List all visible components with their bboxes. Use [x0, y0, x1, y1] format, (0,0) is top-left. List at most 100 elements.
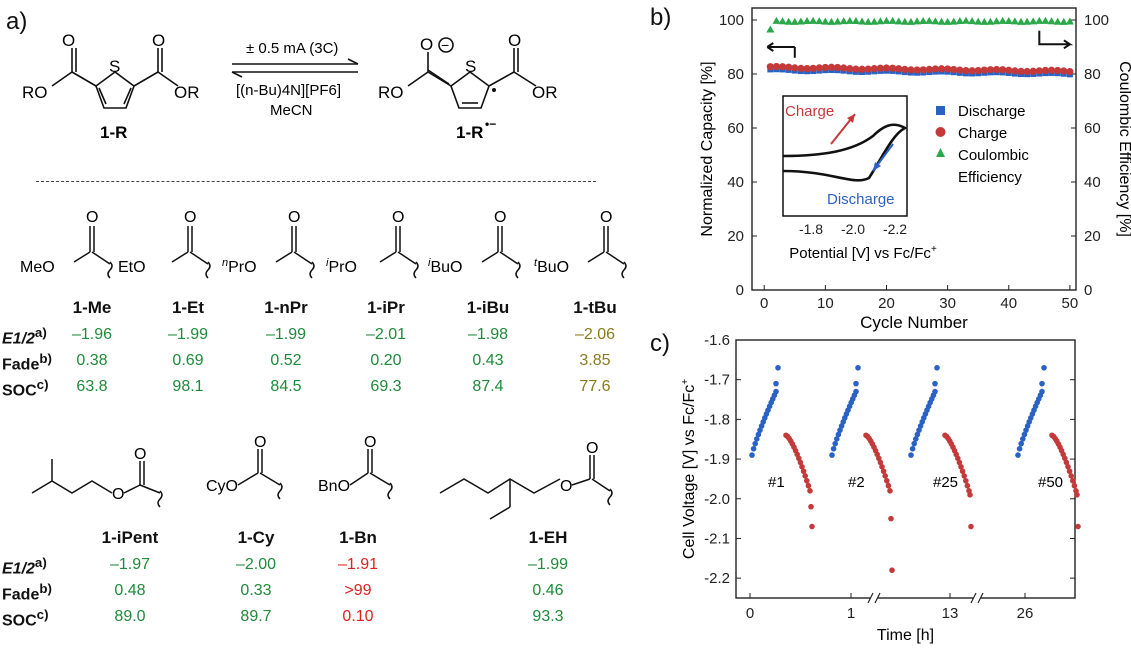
coulombic-point [784, 17, 793, 25]
discharge-voltage-point [799, 463, 805, 470]
charge-point [992, 65, 1001, 74]
charge-voltage-point [1021, 431, 1028, 438]
arrow-top-text: ± 0.5 mA (3C) [246, 40, 338, 57]
coulombic-point [827, 17, 836, 25]
charge-voltage-point [834, 436, 840, 442]
discharge-voltage-point [809, 523, 815, 530]
row-label-fade: Fadeb) [2, 351, 52, 374]
charge-point [907, 66, 915, 74]
inset-x-tick: -2.2 [883, 221, 907, 237]
charge-point [931, 65, 939, 73]
value-fade: 0.38 [76, 352, 108, 369]
charge-point [1054, 66, 1062, 75]
x-tick-label: 50 [1062, 295, 1079, 312]
coulombic-point [1016, 17, 1025, 25]
discharge-voltage-point [808, 503, 814, 510]
charge-voltage-point [773, 388, 779, 395]
discharge-voltage-point [807, 488, 813, 494]
x-tick-label: 13 [942, 605, 959, 622]
charge-point [937, 65, 946, 73]
svg-text:O: O [560, 478, 572, 495]
row-label-e12: E1/2a) [2, 325, 47, 348]
charge-voltage-point [1015, 452, 1021, 458]
charge-voltage-point [855, 364, 861, 371]
value-soc: 93.3 [532, 608, 564, 625]
charge-point [870, 65, 878, 73]
arrow-bottom-text-2: MeCN [270, 102, 313, 119]
charge-voltage-point [835, 431, 842, 438]
row-label-soc: SOCc) [2, 377, 49, 400]
axis-break [977, 592, 984, 604]
charge-point [1005, 66, 1013, 74]
coulombic-point [913, 17, 922, 25]
charge-point [1035, 67, 1043, 75]
reactant-label: 1-R [100, 123, 127, 142]
x-tick-label: 0 [746, 605, 754, 622]
discharge-voltage-point [879, 463, 885, 470]
plot-frame [751, 7, 1077, 291]
discharge-arrowhead [873, 162, 881, 171]
discharge-voltage-point [800, 468, 807, 475]
compound-name: 1-nPr [264, 298, 308, 317]
coulombic-point [851, 16, 860, 24]
svg-text:•−: •− [485, 117, 496, 131]
y2-tick-label: 80 [1084, 66, 1101, 83]
ester-group-4: iBuO [428, 257, 462, 276]
coulombic-point [998, 16, 1007, 24]
value-e12: –2.01 [365, 326, 407, 343]
charge-point [815, 64, 823, 72]
compound-name: 1-iPr [367, 298, 405, 317]
charge-point [858, 65, 866, 73]
charge-point [766, 63, 774, 71]
charge-point [999, 66, 1007, 74]
discharge-voltage-point [1074, 492, 1080, 498]
coulombic-point [876, 17, 885, 25]
coulombic-point [937, 17, 946, 25]
carbonyl-oxygen: O [86, 209, 98, 226]
coulombic-point [961, 16, 970, 24]
ester-group-2: nPrO [222, 257, 257, 276]
discharge-voltage-point [877, 459, 884, 466]
coulombic-point [778, 17, 787, 25]
charge-voltage-point [932, 380, 938, 387]
carbonyl-oxygen: O [600, 209, 612, 226]
charge-voltage-point [914, 431, 921, 438]
legend-marker-charge [935, 127, 946, 137]
coulombic-point [766, 25, 775, 33]
discharge-voltage-point [1068, 473, 1074, 479]
right-axis-arrow [1038, 30, 1074, 50]
svg-text:O: O [152, 31, 165, 50]
svg-text:O: O [420, 35, 433, 54]
charge-voltage-point [1018, 440, 1024, 447]
legend-charge: Charge [958, 125, 1007, 142]
charge-point [846, 65, 854, 73]
charge-point [803, 64, 811, 73]
charge-point [840, 64, 848, 72]
coulombic-point [992, 17, 1001, 25]
value-e12: –1.99 [167, 326, 209, 343]
inset-x-tick: -2.0 [841, 221, 865, 237]
charge-point [791, 64, 799, 72]
value-e12: –2.00 [235, 556, 277, 573]
charge-point [889, 64, 897, 72]
charge-point [778, 63, 787, 71]
charge-voltage-point [934, 364, 940, 371]
charge-voltage-point [911, 440, 917, 447]
charge-point [962, 67, 970, 75]
substituent-structures-row2: O O CyO O BnO O O O [31, 434, 613, 520]
x-tick-label: 26 [1017, 605, 1034, 622]
ester-group-1: EtO [118, 259, 146, 276]
charge-point [1041, 66, 1050, 74]
charge-voltage-point [1039, 380, 1045, 387]
x-tick-label: 40 [1000, 295, 1017, 312]
charge-voltage-point [775, 364, 781, 371]
charge-voltage-point [829, 452, 835, 458]
svg-text:O: O [586, 440, 598, 457]
value-e12: –1.98 [467, 326, 509, 343]
coulombic-point [803, 16, 812, 24]
charge-voltage-point [830, 445, 837, 452]
legend-marker-discharge [936, 106, 945, 115]
charge-point [1060, 67, 1068, 75]
